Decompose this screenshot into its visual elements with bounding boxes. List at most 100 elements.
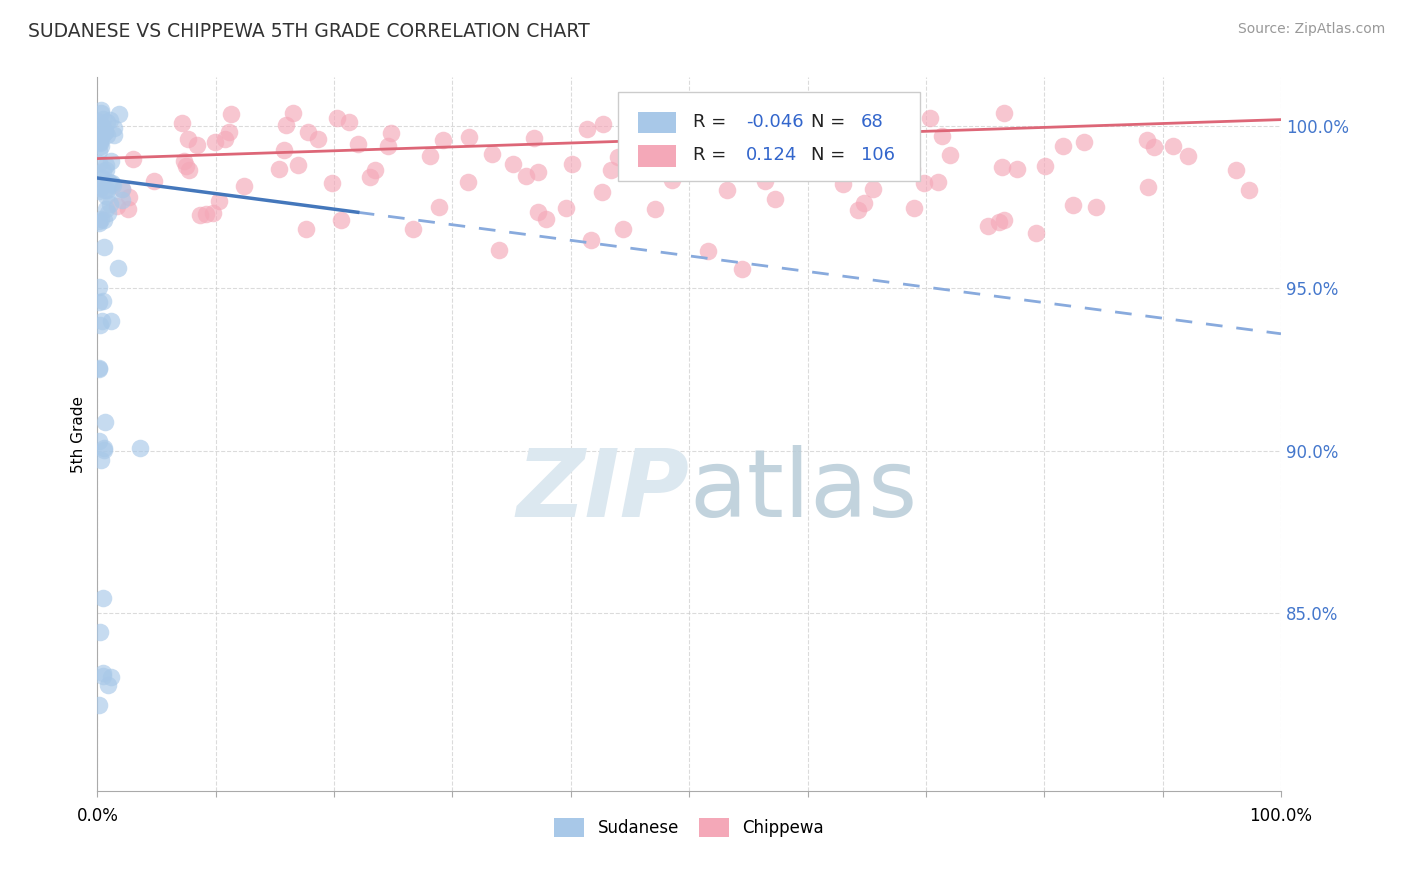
Point [337, 115, 360, 129]
Text: R =: R = [693, 112, 725, 131]
Point [118, 190, 141, 204]
Point [927, 175, 949, 189]
Point [202, 205, 225, 219]
Point [94, 125, 117, 139]
Point [177, 163, 200, 178]
Point [91, 112, 114, 126]
Point [105, 199, 128, 213]
Point [89, 184, 111, 198]
Point [177, 132, 200, 146]
Point [731, 261, 754, 276]
Point [364, 162, 387, 177]
Point [267, 161, 290, 176]
Point [87, 115, 110, 129]
Point [91, 293, 114, 308]
Point [592, 186, 614, 200]
Bar [638, 145, 676, 167]
Point [457, 175, 479, 189]
Point [901, 161, 924, 176]
Point [90, 211, 112, 226]
Text: ZIP: ZIP [516, 445, 689, 538]
Point [661, 173, 683, 187]
Point [432, 133, 454, 147]
Point [96, 188, 118, 202]
Point [90, 105, 112, 120]
Point [100, 154, 122, 169]
Text: Source: ZipAtlas.com: Source: ZipAtlas.com [1237, 22, 1385, 37]
Point [347, 136, 370, 151]
Point [121, 152, 143, 166]
Point [893, 118, 915, 132]
Point [110, 182, 132, 196]
Point [87, 279, 110, 293]
Point [273, 144, 295, 158]
Point [481, 147, 503, 161]
Point [676, 126, 699, 140]
Point [526, 164, 548, 178]
Point [297, 126, 319, 140]
Point [457, 129, 479, 144]
Point [173, 154, 195, 169]
Point [1062, 198, 1084, 212]
Point [502, 157, 524, 171]
Point [1161, 138, 1184, 153]
Point [90, 103, 112, 117]
Point [419, 149, 441, 163]
Point [91, 120, 114, 134]
Point [91, 314, 114, 328]
Point [402, 221, 425, 235]
Point [89, 318, 111, 332]
Text: 0.124: 0.124 [747, 146, 797, 164]
Point [862, 182, 884, 196]
FancyBboxPatch shape [619, 92, 920, 181]
Point [321, 176, 343, 190]
Point [592, 117, 614, 131]
Point [90, 139, 112, 153]
Y-axis label: 5th Grade: 5th Grade [72, 396, 86, 473]
Bar [638, 112, 676, 133]
Point [89, 120, 111, 134]
Point [208, 194, 231, 209]
Point [96, 128, 118, 143]
Point [98, 113, 121, 128]
Point [214, 132, 236, 146]
Point [204, 135, 226, 149]
Point [697, 244, 720, 259]
Point [295, 222, 318, 236]
Point [523, 130, 546, 145]
Point [1084, 200, 1107, 214]
Point [846, 203, 869, 218]
Point [579, 233, 602, 247]
Point [94, 162, 117, 177]
Point [1225, 162, 1247, 177]
Point [380, 126, 402, 140]
Point [554, 201, 576, 215]
Point [89, 214, 111, 228]
Point [90, 179, 112, 194]
Point [91, 163, 114, 178]
Point [97, 678, 120, 692]
Point [534, 212, 557, 227]
Point [918, 111, 941, 125]
Point [852, 195, 875, 210]
Point [287, 158, 309, 172]
Point [233, 178, 256, 193]
Point [527, 205, 550, 219]
Point [1073, 136, 1095, 150]
Point [991, 160, 1014, 174]
Point [96, 115, 118, 129]
Point [111, 182, 134, 196]
Text: R =: R = [693, 146, 725, 164]
Point [87, 294, 110, 309]
Point [87, 361, 110, 376]
Point [644, 202, 666, 216]
Point [576, 121, 599, 136]
Point [903, 202, 925, 216]
Point [1177, 149, 1199, 163]
Point [1136, 179, 1159, 194]
Point [561, 157, 583, 171]
Point [620, 154, 643, 169]
Point [988, 215, 1011, 229]
Point [97, 206, 120, 220]
Point [96, 183, 118, 197]
